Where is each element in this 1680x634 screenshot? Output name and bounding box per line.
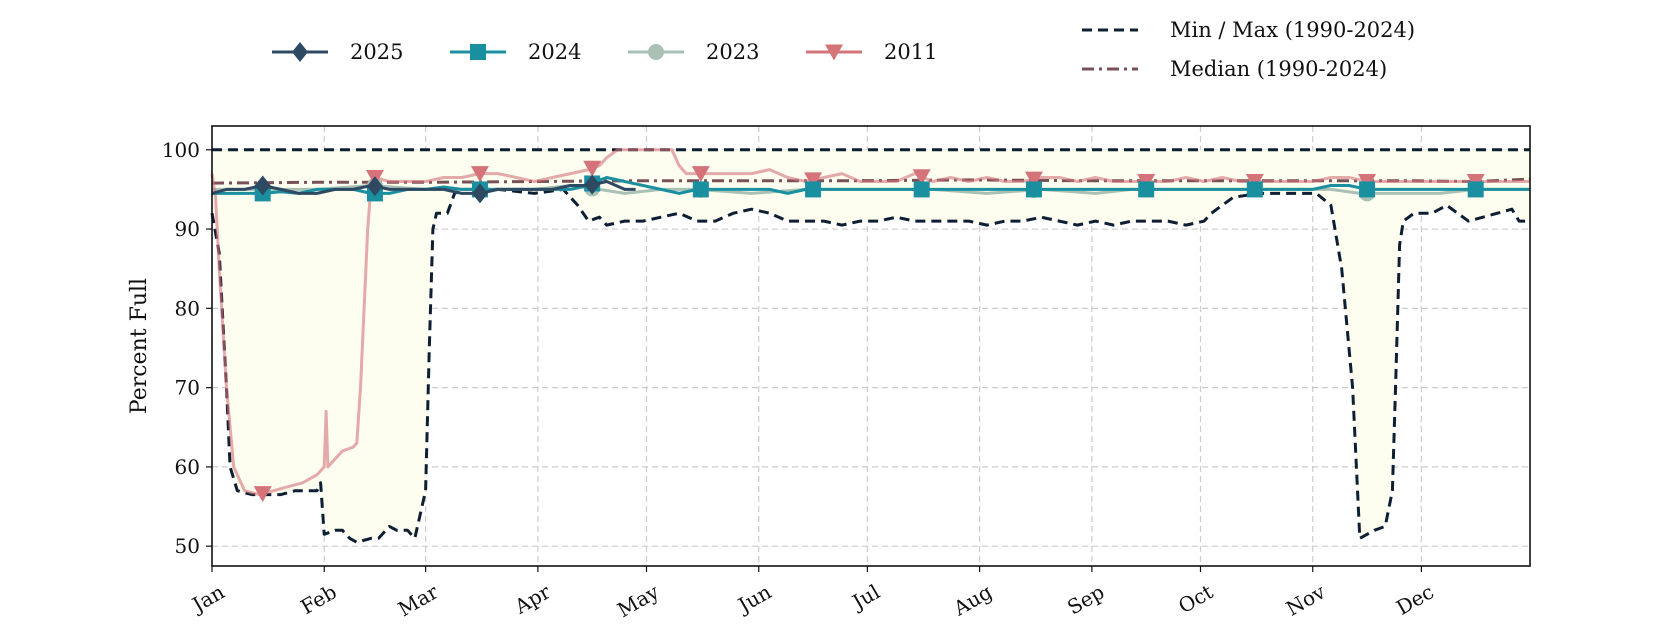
- marker-2025-2: [471, 183, 488, 204]
- x-tick-label-feb: Feb: [296, 580, 340, 619]
- legend-label-2023: 2023: [706, 40, 759, 64]
- legend-reference: Min / Max (1990-2024) Median (1990-2024): [1082, 18, 1415, 81]
- marker-2011-6: [912, 169, 931, 186]
- y-axis-label: Percent Full: [127, 278, 152, 414]
- marker-2025-0: [254, 175, 271, 196]
- marker-2024-7: [1025, 181, 1042, 198]
- legend-item-2024: 2024: [450, 40, 581, 64]
- marker-2024-8: [1138, 181, 1155, 198]
- legend-item-median-1990-2024: Median (1990-2024): [1082, 57, 1387, 81]
- series-line-min-1990-2024: [210, 187, 1530, 544]
- x-tick-label-aug: Aug: [948, 579, 996, 620]
- marker-2011-5: [804, 172, 823, 189]
- legend-item-2023: 2023: [628, 40, 759, 64]
- marker-2024-4: [692, 181, 709, 198]
- legend-marker-2025: [292, 42, 308, 62]
- x-tick-label-nov: Nov: [1282, 579, 1330, 621]
- x-tick-label-jan: Jan: [186, 579, 228, 617]
- legend-series: 2025 2024 2023 2011: [272, 40, 937, 64]
- marker-2011-0: [253, 486, 272, 503]
- marker-2024-6: [913, 181, 930, 198]
- marker-2011-2: [470, 166, 489, 183]
- x-tick-label-apr: Apr: [510, 579, 555, 619]
- legend-label-2024: 2024: [528, 40, 581, 64]
- y-tick-label-60: 60: [175, 455, 200, 479]
- marker-2011-7: [1024, 171, 1043, 188]
- y-tick-label-100: 100: [162, 138, 200, 162]
- marker-2011-4: [691, 166, 710, 183]
- x-tick-label-may: May: [613, 579, 663, 622]
- legend-marker-2023: [648, 44, 664, 60]
- x-tick-label-jul: Jul: [847, 580, 884, 615]
- plot-frame: [211, 125, 1531, 567]
- y-tick-label-90: 90: [175, 217, 200, 241]
- x-tick-label-mar: Mar: [394, 579, 443, 621]
- marker-2025-1: [366, 176, 383, 197]
- series-layer: [210, 148, 1531, 544]
- legend-label-2025: 2025: [350, 40, 403, 64]
- series-min-1990-2024: [210, 187, 1530, 544]
- legend-marker-2011: [825, 44, 843, 61]
- x-tick-label-jun: Jun: [732, 579, 775, 618]
- y-tick-label-70: 70: [175, 376, 200, 400]
- series-line-2025: [211, 180, 636, 195]
- series-line-median-1990-2024: [211, 177, 1531, 185]
- legend-label-2011: 2011: [884, 40, 937, 64]
- y-tick-label-50: 50: [175, 534, 200, 558]
- marker-2024-10: [1359, 181, 1376, 198]
- legend-item-2011: 2011: [806, 40, 937, 64]
- marker-2024-9: [1246, 181, 1263, 198]
- y-tick-label-80: 80: [175, 296, 200, 320]
- x-tick-label-sep: Sep: [1063, 580, 1108, 620]
- marker-2025-3: [584, 174, 601, 195]
- series-median-1990-2024: [211, 177, 1531, 185]
- legend-label-min-max-1990-2024: Min / Max (1990-2024): [1170, 18, 1415, 42]
- y-axis: 50 60 70 80 90 100: [162, 138, 212, 558]
- x-tick-label-dec: Dec: [1392, 580, 1438, 620]
- series-2025: [211, 174, 636, 204]
- x-tick-label-oct: Oct: [1174, 580, 1217, 619]
- legend-item-min-max-1990-2024: Min / Max (1990-2024): [1082, 18, 1415, 42]
- legend-label-median-1990-2024: Median (1990-2024): [1170, 57, 1387, 81]
- legend-marker-2024: [470, 44, 486, 60]
- x-axis: Jan Feb Mar Apr May Jun Jul Aug Sep Oct Nov Dec: [186, 566, 1438, 622]
- legend-item-2025: 2025: [272, 40, 403, 64]
- marker-2011-3: [583, 160, 602, 177]
- marker-2024-5: [805, 181, 822, 198]
- marker-2024-11: [1467, 181, 1484, 198]
